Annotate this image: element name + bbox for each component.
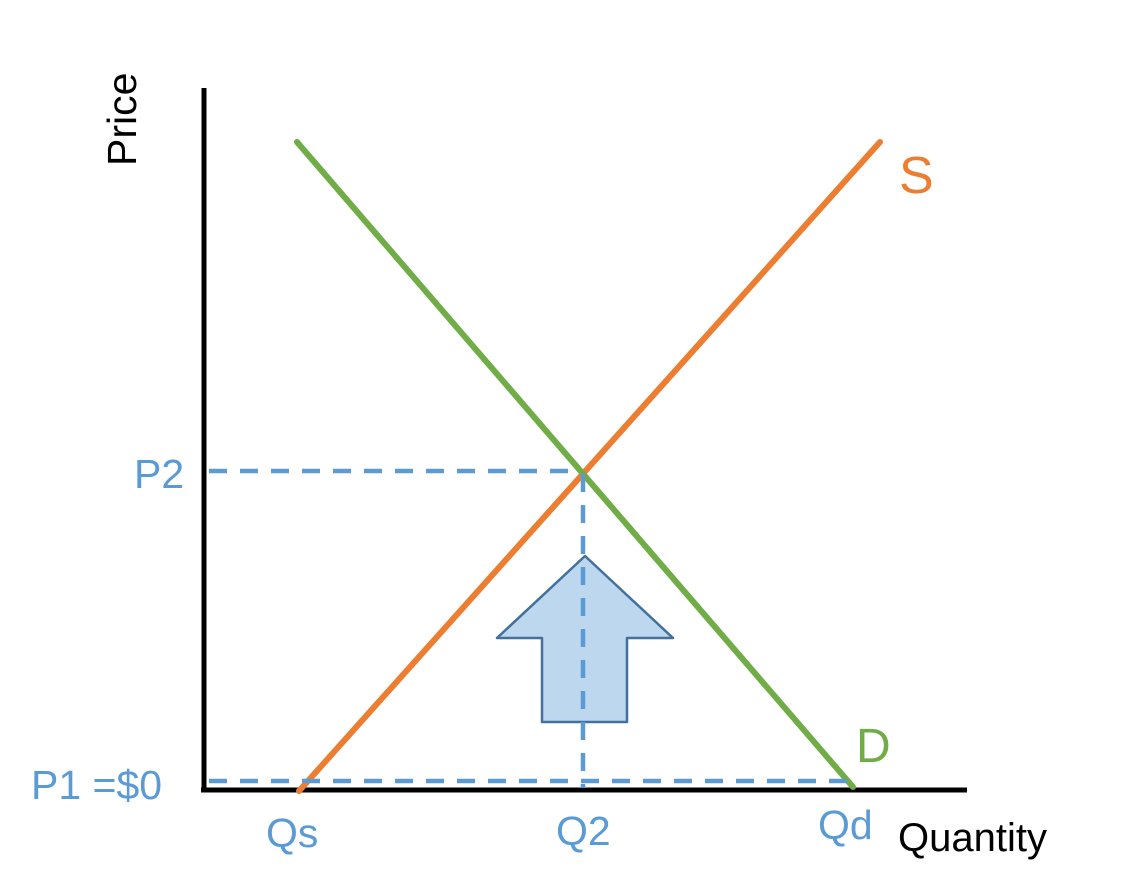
- p2-label: P2: [134, 451, 184, 497]
- demand-line: [294, 139, 856, 790]
- demand-label: D: [856, 720, 891, 773]
- p1-label: P1 =$0: [31, 762, 162, 808]
- supply-label: S: [899, 147, 934, 205]
- quantity-axis-label: Quantity: [898, 816, 1047, 860]
- qs-label: Qs: [266, 810, 318, 856]
- qd-label: Qd: [818, 802, 873, 848]
- supply-line: [296, 139, 883, 794]
- price-axis-label: Price: [99, 73, 145, 166]
- q2-label: Q2: [556, 808, 611, 854]
